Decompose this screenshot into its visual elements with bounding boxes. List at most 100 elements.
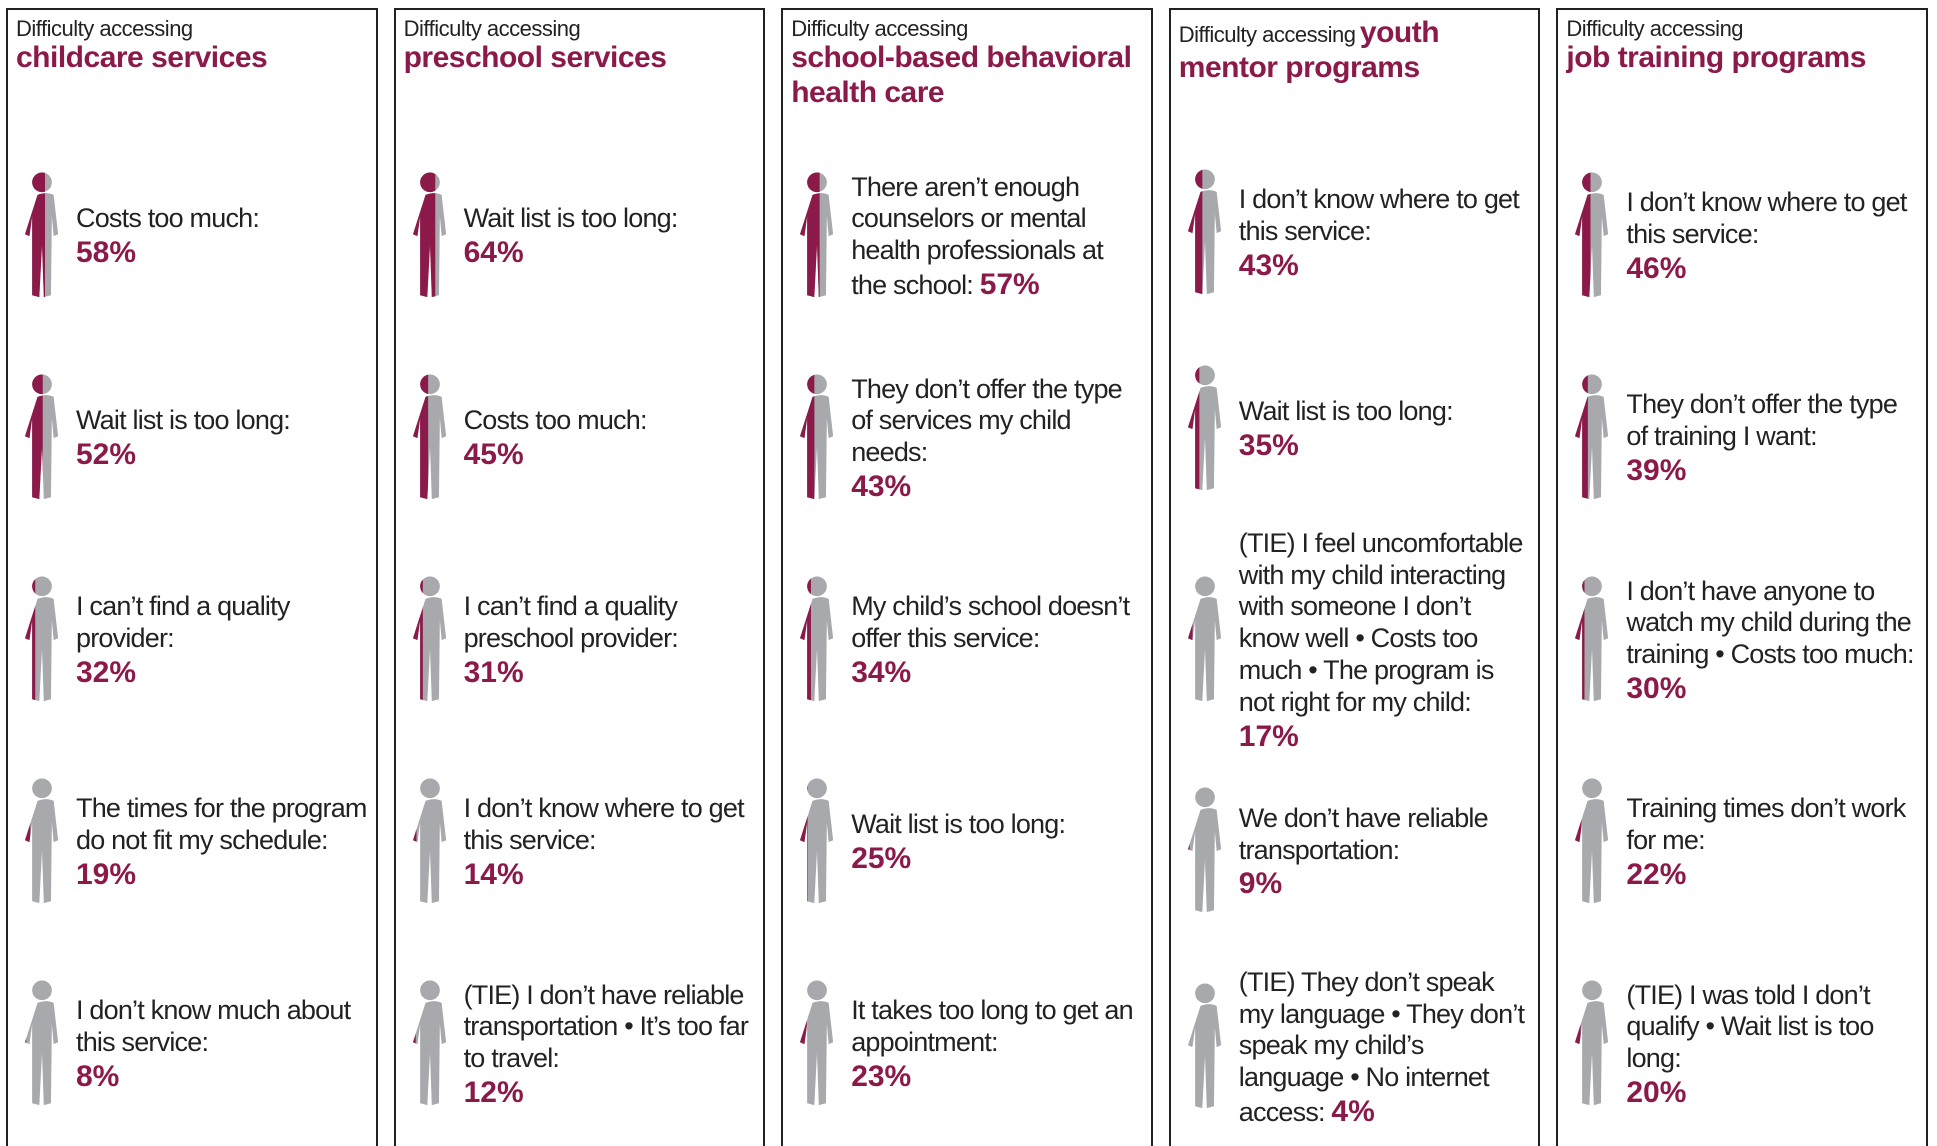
item: The times for the program do not fit my … [16, 742, 368, 944]
item-text: It takes too long to get an appointment:… [851, 995, 1143, 1094]
item-value: 58% [76, 236, 137, 270]
item-value: 34% [851, 656, 912, 690]
item-text: I don’t know where to get this service: … [1626, 187, 1918, 286]
figure-fill [1575, 172, 1591, 298]
item-value: 32% [76, 656, 137, 690]
item-value: 25% [851, 842, 912, 876]
item: (TIE) I don’t have reliable transportati… [404, 944, 756, 1146]
item-text: They don’t offer the type of services my… [851, 374, 1143, 505]
item: Costs too much: 45% [404, 338, 756, 540]
figure-fill [800, 172, 820, 298]
figure-base [800, 576, 834, 702]
person-icon [412, 980, 446, 1106]
panel: Difficulty accessing childcare services C… [6, 8, 378, 1146]
item-text: Training times don’t work for me: 22% [1626, 793, 1918, 892]
item-list: I don’t know where to get this service: … [1566, 136, 1918, 1146]
item-text: (TIE) I don’t have reliable transportati… [464, 980, 756, 1111]
figure-fill [24, 980, 27, 1106]
item: I don’t know where to get this service: … [1179, 136, 1531, 332]
person-icon [800, 172, 834, 298]
figure-fill [1187, 576, 1193, 702]
person-icon [1187, 365, 1221, 490]
figure-base [412, 980, 446, 1106]
item-value: 57% [979, 268, 1040, 302]
panel: Difficulty accessing school-based behavi… [781, 8, 1153, 1146]
person-icon [24, 576, 59, 702]
item: Wait list is too long: 52% [16, 338, 368, 540]
item-label: It takes too long to get an appointment: [851, 995, 1133, 1058]
figure-base [1187, 365, 1221, 490]
item-label: The times for the program do not fit my … [76, 793, 367, 856]
figure-fill [24, 172, 46, 298]
item-text: I can’t find a quality provider: 32% [76, 591, 368, 690]
item-label: I can’t find a quality preschool provide… [463, 591, 679, 654]
figure-base [1187, 983, 1221, 1109]
item-text: There aren’t enough counselors or mental… [851, 172, 1143, 303]
figure-fill [24, 576, 36, 702]
item-value: 12% [463, 1076, 524, 1110]
item-text: (TIE) I feel uncomfortable with my child… [1239, 528, 1531, 755]
panel-prefix: Difficulty accessing [1566, 16, 1744, 41]
figure-base [1575, 374, 1609, 500]
item: I can’t find a quality preschool provide… [404, 540, 756, 742]
person-icon [1187, 983, 1221, 1109]
item: I don’t know where to get this service: … [404, 742, 756, 944]
item-text: (TIE) They don’t speak my language • The… [1239, 967, 1531, 1130]
item-value: 14% [463, 858, 524, 892]
item: (TIE) They don’t speak my language • The… [1179, 950, 1531, 1146]
panel-topic: school-based behavioral health care [791, 41, 1132, 109]
item: (TIE) I was told I don’t qualify • Wait … [1566, 944, 1918, 1146]
panel-prefix: Difficulty accessing [16, 16, 193, 41]
person-icon [412, 576, 446, 702]
item: It takes too long to get an appointment:… [791, 944, 1143, 1146]
person-icon [24, 172, 59, 298]
figure-base [24, 778, 59, 904]
panel-prefix: Difficulty accessing [791, 16, 968, 41]
figure-base [1575, 576, 1609, 702]
item-value: 64% [463, 236, 524, 270]
panel-topic: job training programs [1566, 41, 1866, 75]
item-text: Costs too much: 58% [76, 203, 260, 270]
figure-base [1187, 169, 1221, 294]
figure-fill [1187, 787, 1190, 913]
item-label: Training times don’t work for me: [1626, 793, 1906, 856]
item-label: I don’t know where to get this service: [463, 793, 745, 856]
figure-base [24, 980, 59, 1106]
panel-prefix: Difficulty accessing [1178, 22, 1356, 47]
item-value: 23% [851, 1060, 912, 1094]
item-text: Wait list is too long: 25% [851, 809, 1066, 876]
figure-fill [24, 374, 43, 500]
item-value: 46% [1626, 252, 1687, 286]
panel: Difficulty accessing job training progra… [1556, 8, 1928, 1146]
item-list: I don’t know where to get this service: … [1179, 136, 1531, 1146]
item-label: (TIE) I don’t have reliable transportati… [463, 979, 749, 1074]
panel-topic: youth mentor programs [1178, 16, 1440, 84]
item-text: They don’t offer the type of training I … [1626, 389, 1918, 488]
item-list: Wait list is too long: 64% Costs too much… [404, 136, 756, 1146]
item: I can’t find a quality provider: 32% [16, 540, 368, 742]
item: I don’t have anyone to watch my child du… [1566, 540, 1918, 742]
item-label: Costs too much: [463, 405, 648, 436]
figure-fill [800, 980, 808, 1106]
item-label: My child’s school doesn’t offer this ser… [851, 591, 1130, 654]
item-label: I can’t find a quality provider: [76, 591, 290, 654]
item-label: They don’t offer the type of training I … [1626, 389, 1898, 452]
person-icon [1575, 778, 1609, 904]
person-icon [1575, 576, 1609, 702]
panel-header: Difficulty accessing school-based behavi… [791, 16, 1143, 136]
item-label: Wait list is too long: [1238, 396, 1454, 427]
item: Wait list is too long: 35% [1179, 332, 1531, 528]
person-icon [1187, 169, 1221, 294]
item-label: I don’t know much about this service: [76, 995, 351, 1058]
person-icon [800, 980, 834, 1106]
person-icon [412, 374, 446, 500]
panel-topic: preschool services [403, 41, 667, 75]
item-label: (TIE) I feel uncomfortable with my child… [1238, 527, 1524, 718]
figure-fill [412, 980, 416, 1106]
panel-prefix: Difficulty accessing [403, 16, 581, 41]
item-label: We don’t have reliable transportation: [1238, 802, 1489, 865]
item-label: I don’t know where to get this service: [1626, 187, 1907, 250]
figure-base [1575, 980, 1609, 1106]
item-value: 45% [463, 438, 524, 472]
item: We don’t have reliable transportation: 9… [1179, 754, 1531, 950]
